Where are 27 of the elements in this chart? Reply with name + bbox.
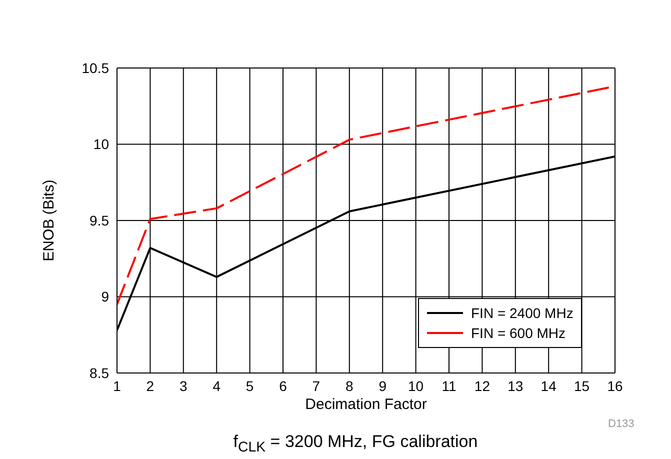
x-tick-label: 4: [212, 378, 221, 394]
legend-label: FIN = 600 MHz: [471, 324, 566, 343]
y-tick-label: 9.5: [90, 212, 110, 228]
x-tick-label: 3: [180, 378, 188, 394]
x-tick-label: 6: [279, 378, 288, 394]
x-tick-label: 5: [246, 378, 254, 394]
text: f$_{CLK}$ = 3200 MHz, FG calibration: [232, 432, 479, 456]
legend-label: FIN = 2400 MHz: [471, 304, 574, 323]
x-tick-label: 2: [146, 378, 154, 394]
x-tick-label: 9: [378, 378, 387, 394]
x-axis-title: Decimation Factor: [305, 396, 427, 413]
x-tick-label: 15: [574, 378, 590, 394]
x-tick-label: 12: [474, 378, 490, 394]
x-tick-label: 8: [346, 378, 354, 394]
x-tick-label: 13: [508, 378, 524, 394]
x-tick-label: 14: [540, 378, 557, 394]
y-tick-label: 8.5: [90, 364, 110, 381]
text: D133: [608, 418, 634, 430]
x-tick-label: 1: [113, 378, 122, 394]
y-tick-label: 10: [93, 136, 110, 152]
y-axis-title: ENOB (Bits): [40, 180, 58, 262]
x-tick-label: 7: [312, 378, 320, 394]
y-tick-label: 9: [101, 288, 110, 305]
x-tick-label: 16: [607, 378, 623, 394]
x-tick-label: 11: [442, 378, 456, 394]
x-tick-label: 10: [408, 378, 424, 394]
y-tick-label: 10.5: [82, 60, 110, 76]
